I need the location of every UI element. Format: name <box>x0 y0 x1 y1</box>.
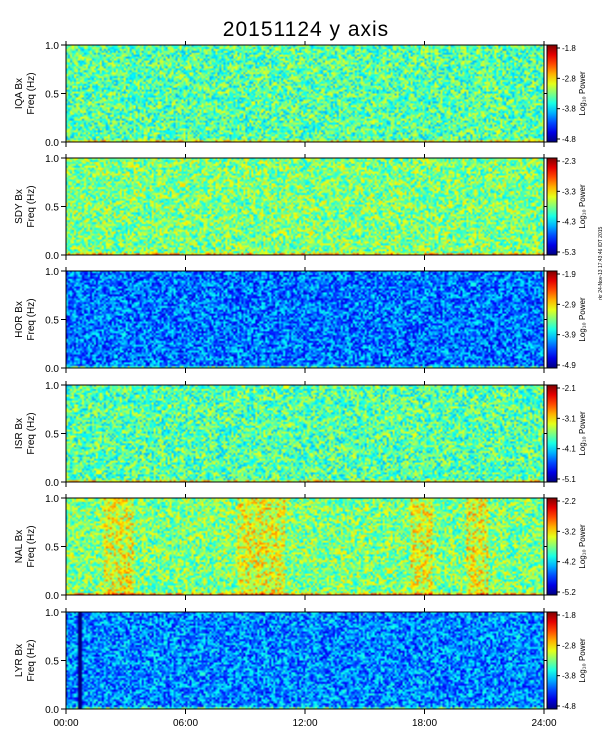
y-tick-label: 0.5 <box>45 316 59 327</box>
panel-nal: 0.0 0.5 1.0 NAL Bx Freq (Hz) -2.2 -3.2 -4.2 -5.2… <box>14 494 587 602</box>
y-tick-label: 0.5 <box>45 203 59 214</box>
colorbar-tick-label: -3.3 <box>562 187 576 196</box>
y-tick-label: 0.0 <box>45 251 59 262</box>
y-tick-label: 1.0 <box>45 267 59 278</box>
x-tick-label: 12:00 <box>292 718 317 729</box>
x-tick-label: 24:00 <box>531 718 556 729</box>
colorbar-label: Log₁₀ Power <box>578 638 587 683</box>
colorbar-label: Log₁₀ Power <box>578 71 587 116</box>
y-axis-label: Freq (Hz) <box>26 298 37 340</box>
station-label: SDY Bx <box>14 189 25 224</box>
colorbar-tick-label: -2.8 <box>562 74 576 83</box>
y-tick-label: 0.5 <box>45 430 59 441</box>
spectrogram-image <box>66 271 544 368</box>
colorbar-tick-label: -3.2 <box>562 527 576 536</box>
colorbar-tick-label: -1.9 <box>562 270 576 279</box>
colorbar-tick-label: -4.8 <box>562 702 576 711</box>
y-tick-label: 0.0 <box>45 591 59 602</box>
x-tick-label: 06:00 <box>173 718 198 729</box>
panel-hor: 0.0 0.5 1.0 HOR Bx Freq (Hz) -1.9 -2.9 -3.9 -4.9… <box>14 267 587 375</box>
spectrogram-image <box>66 45 544 142</box>
colorbar-label: Log₁₀ Power <box>578 297 587 342</box>
colorbar-tick-label: -4.3 <box>562 218 576 227</box>
station-label: LYR Bx <box>14 644 25 677</box>
colorbar-tick-label: -3.9 <box>562 331 576 340</box>
y-axis-label: Freq (Hz) <box>26 525 37 567</box>
y-axis-label: Freq (Hz) <box>26 639 37 681</box>
y-tick-label: 0.0 <box>45 364 59 375</box>
colorbar <box>546 270 558 369</box>
y-tick-label: 0.5 <box>45 90 59 101</box>
y-tick-label: 0.0 <box>45 138 59 149</box>
station-label: ISR Bx <box>14 418 25 449</box>
colorbar <box>546 157 558 256</box>
y-tick-label: 0.5 <box>45 543 59 554</box>
colorbar-tick-label: -3.8 <box>562 105 576 114</box>
station-label: IQA Bx <box>14 78 25 109</box>
y-tick-label: 0.0 <box>45 705 59 716</box>
y-axis-label: Freq (Hz) <box>26 72 37 114</box>
panel-isr: 0.0 0.5 1.0 ISR Bx Freq (Hz) -2.1 -3.1 -4.1 -5.1… <box>14 381 587 489</box>
colorbar-tick-label: -2.8 <box>562 641 576 650</box>
colorbar-tick-label: -2.9 <box>562 300 576 309</box>
spectrogram-image <box>66 158 544 255</box>
colorbar-tick-label: -4.9 <box>562 361 576 370</box>
spectrogram-image <box>66 612 544 709</box>
colorbar-tick-label: -2.2 <box>562 497 576 506</box>
colorbar <box>546 611 558 710</box>
colorbar-tick-label: -2.3 <box>562 157 576 166</box>
colorbar-tick-label: -4.2 <box>562 558 576 567</box>
station-label: HOR Bx <box>14 301 25 338</box>
colorbar-tick-label: -5.3 <box>562 248 576 257</box>
colorbar-tick-label: -2.1 <box>562 384 576 393</box>
panel-lyr: 0.0 0.5 1.0 00:00 06:00 12:00 18:00 24:00 LYR Bx… <box>14 608 587 729</box>
colorbar <box>546 384 558 483</box>
colorbar-label: Log₁₀ Power <box>578 411 587 456</box>
colorbar-label: Log₁₀ Power <box>578 184 587 229</box>
panel-sdy: 0.0 0.5 1.0 SDY Bx Freq (Hz) -2.3 -3.3 -4.3 -5.3… <box>14 154 587 262</box>
colorbar-tick-label: -4.1 <box>562 445 576 454</box>
y-axis-label: Freq (Hz) <box>26 185 37 227</box>
colorbar-tick-label: -3.8 <box>562 672 576 681</box>
y-tick-label: 0.5 <box>45 657 59 668</box>
colorbar-tick-label: -1.8 <box>562 611 576 620</box>
colorbar-tick-label: -3.1 <box>562 414 576 423</box>
colorbar-tick-label: -5.2 <box>562 588 576 597</box>
colorbar-tick-label: -5.1 <box>562 475 576 484</box>
y-axis-label: Freq (Hz) <box>26 412 37 454</box>
spectrogram-image <box>66 385 544 482</box>
y-tick-label: 1.0 <box>45 608 59 619</box>
colorbar <box>546 497 558 596</box>
x-tick-label: 18:00 <box>412 718 437 729</box>
y-tick-label: 1.0 <box>45 154 59 165</box>
y-tick-label: 1.0 <box>45 381 59 392</box>
page-title: 20151124 y axis <box>222 18 390 41</box>
colorbar-tick-label: -1.8 <box>562 44 576 53</box>
y-tick-label: 0.0 <box>45 478 59 489</box>
y-tick-label: 1.0 <box>45 494 59 505</box>
colorbar-label: Log₁₀ Power <box>578 524 587 569</box>
y-tick-label: 1.0 <box>45 41 59 52</box>
colorbar <box>546 44 558 143</box>
spectrogram-image <box>66 498 544 595</box>
colorbar-tick-label: -4.8 <box>562 135 576 144</box>
station-label: NAL Bx <box>14 530 25 564</box>
x-tick-label: 00:00 <box>53 718 78 729</box>
panel-iqa: 0.0 0.5 1.0 IQA Bx Freq (Hz) -1.8 -2.8 -3.8 -4.8… <box>14 41 587 149</box>
